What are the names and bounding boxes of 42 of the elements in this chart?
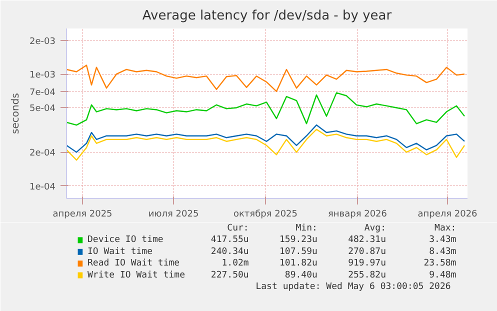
text: 107.59u [280, 246, 318, 257]
text: 482.31u [348, 235, 386, 246]
y-tick-label: 1e-04 [30, 182, 56, 192]
x-tick-label: апреля 2025 [52, 210, 112, 220]
line-series [66, 128, 466, 161]
y-tick-label: 2e-04 [30, 148, 56, 159]
text: 23.58m [424, 258, 456, 269]
text: Min: [296, 224, 318, 234]
legend-label: Write IO Wait time [87, 270, 186, 280]
chart-title: Average latency for /dev/sda - by year [142, 8, 392, 24]
text: 8.43m [429, 246, 456, 257]
y-tick-label: 5e-04 [30, 104, 56, 114]
text: 240.34u [210, 246, 249, 257]
line-series [66, 64, 466, 92]
text: 417.55u [210, 235, 249, 246]
x-tick-label: января 2026 [328, 210, 388, 220]
text: 89.40u [284, 270, 318, 280]
text: 9.48m [429, 270, 456, 280]
legend-label: Read IO Wait time [87, 258, 180, 269]
line-series [66, 124, 466, 153]
text: Avg: [364, 224, 386, 234]
text: 3.43m [429, 235, 456, 246]
text: 1.02m [222, 258, 249, 269]
y-axis-title: seconds [10, 93, 22, 134]
x-tick-label: июля 2025 [148, 210, 199, 220]
legend-label: IO Wait time [87, 246, 153, 257]
legend-label: Device IO time [87, 235, 164, 246]
y-tick-label: 2e-03 [30, 36, 56, 47]
text: 255.82u [348, 270, 386, 280]
text: Max: [434, 224, 456, 234]
text: 919.97u [348, 258, 386, 269]
y-tick-label: 7e-04 [30, 88, 56, 98]
text: 270.87u [348, 246, 386, 257]
line-series [66, 92, 466, 126]
text: 159.23u [280, 235, 318, 246]
text: 227.50u [210, 270, 249, 280]
text: Last update: Wed May 6 03:00:05 2026 [256, 282, 451, 292]
x-tick-label: октября 2025 [233, 210, 298, 220]
text: Cur: [227, 224, 249, 234]
x-tick-label: апреля 2026 [418, 210, 478, 220]
y-tick-label: 1e-03 [30, 70, 56, 81]
text: 101.82u [280, 258, 318, 269]
